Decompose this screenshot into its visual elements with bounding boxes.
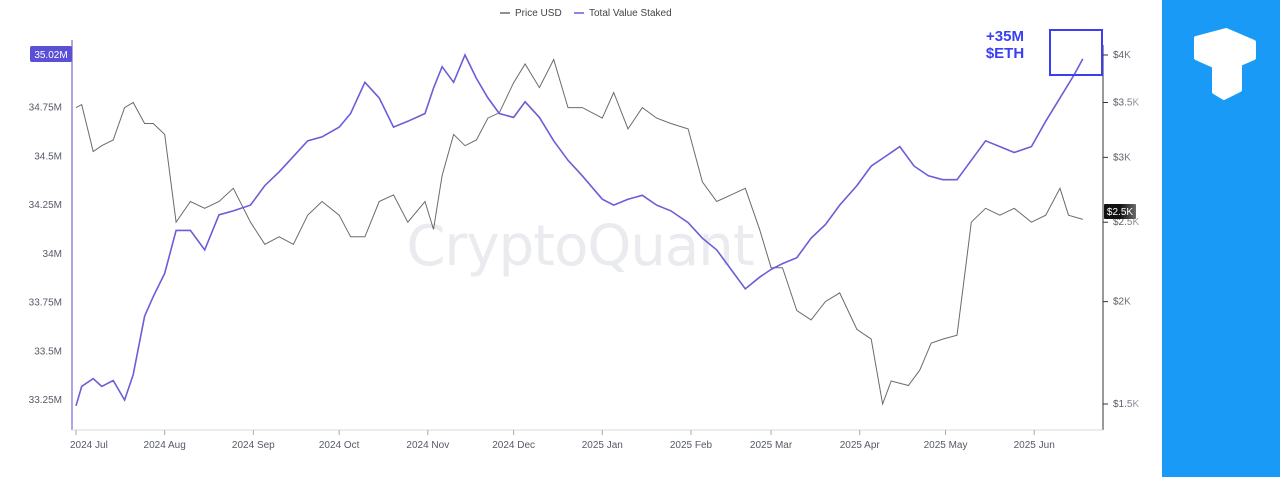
chart-svg: Price USD Total Value Staked CryptoQuant… xyxy=(29,0,1162,477)
left-tick-label: 34.25M xyxy=(29,200,62,211)
chart-area: Price USD Total Value Staked CryptoQuant… xyxy=(29,0,1162,477)
x-axis-ticks: 2024 Jul 2024 Aug 2024 Sep 2024 Oct 2024 Nov… xyxy=(70,430,1055,451)
left-highlight-label: 35.02M xyxy=(34,50,67,61)
brand-logo-icon xyxy=(1194,28,1256,100)
x-tick-label: 2025 Feb xyxy=(670,440,713,451)
left-tick-label: 34M xyxy=(43,249,62,260)
annotation: +35M $ETH xyxy=(975,28,1035,62)
x-tick-label: 2025 Jun xyxy=(1014,440,1055,451)
x-tick-label: 2024 Sep xyxy=(232,440,275,451)
legend-label-price[interactable]: Price USD xyxy=(515,8,562,19)
legend-label-staked[interactable]: Total Value Staked xyxy=(589,8,672,19)
brand-panel xyxy=(1162,0,1280,477)
x-tick-label: 2025 Jan xyxy=(582,440,623,451)
watermark-text: CryptoQuant xyxy=(406,214,753,279)
x-tick-label: 2025 Apr xyxy=(840,440,881,451)
left-tick-label: 33.5M xyxy=(34,346,62,357)
annotation-line1: +35M xyxy=(986,28,1024,45)
x-tick-label: 2024 Oct xyxy=(319,440,360,451)
x-tick-label: 2025 May xyxy=(924,440,968,451)
x-tick-label: 2024 Jul xyxy=(70,440,108,451)
left-highlight-badge xyxy=(30,46,72,62)
left-axis-ticks: 34.75M 34.5M 34.25M 34M 33.75M 33.5M 33.25M xyxy=(29,103,62,406)
left-tick-label: 33.75M xyxy=(29,298,62,309)
series-line-price[interactable] xyxy=(75,58,1083,406)
legend[interactable]: Price USD Total Value Staked xyxy=(500,8,672,19)
highlight-box xyxy=(1049,29,1103,76)
x-tick-label: 2024 Dec xyxy=(492,440,535,451)
left-tick-label: 34.5M xyxy=(34,151,62,162)
annotation-line2: $ETH xyxy=(985,45,1025,62)
left-tick-label: 34.75M xyxy=(29,103,62,114)
left-tick-label: 33.25M xyxy=(29,395,62,406)
right-fade xyxy=(1120,0,1162,477)
x-tick-label: 2025 Mar xyxy=(750,440,793,451)
series-line-staked[interactable] xyxy=(75,53,1084,407)
x-tick-label: 2024 Aug xyxy=(144,440,186,451)
x-tick-label: 2024 Nov xyxy=(406,440,449,451)
